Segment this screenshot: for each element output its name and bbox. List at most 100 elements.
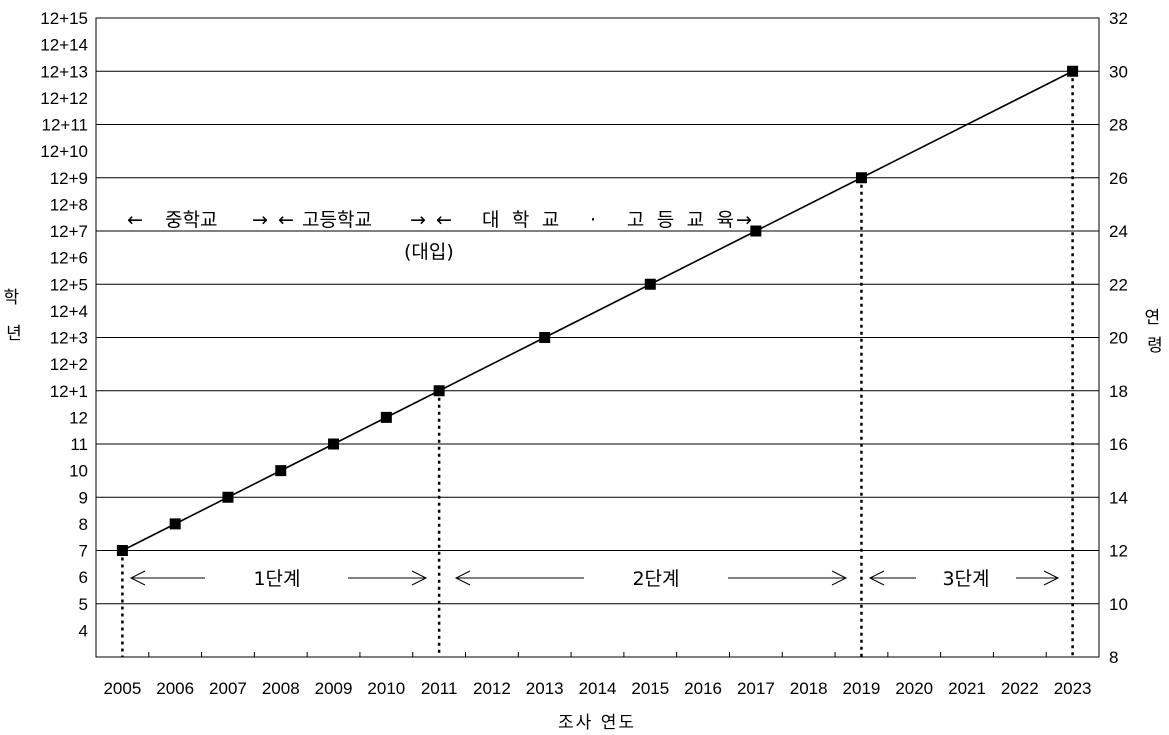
left-tick-label-9: 12+1 [50, 382, 88, 401]
stage-1-label: 1단계 [253, 568, 300, 590]
x-tick-label-2014: 2014 [579, 679, 617, 698]
x-tick-label-2007: 2007 [209, 679, 247, 698]
left-tick-label-13: 12+5 [50, 275, 88, 294]
left-tick-label-21: 12+13 [40, 62, 88, 81]
left-tick-label-1: 5 [79, 595, 88, 614]
school-annotation: ← 중학교 → ← 고등학교 → ← 대학교 · 고등교육 → (대입) [127, 209, 752, 263]
left-tick-label-20: 12+12 [40, 89, 88, 108]
stage-3-label: 3단계 [942, 568, 989, 590]
x-tick-label-2005: 2005 [103, 679, 141, 698]
x-tick-label-2023: 2023 [1054, 679, 1092, 698]
series-marker-2013 [539, 332, 551, 343]
stage-3-arrowhead-right [1043, 570, 1060, 586]
label-middle-school: 중학교 [165, 209, 217, 231]
series-marker-2008 [275, 465, 287, 477]
left-tick-label-8: 12 [69, 408, 88, 427]
series-marker-2015 [644, 278, 656, 290]
right-axis-tick-labels: 8 10 12 14 16 18 20 22 24 26 28 30 32 [1109, 9, 1128, 667]
x-tick-label-2013: 2013 [526, 679, 564, 698]
x-tick-label-2017: 2017 [737, 679, 775, 698]
x-tick-label-2022: 2022 [1001, 679, 1039, 698]
right-tick-label-22: 22 [1109, 275, 1128, 294]
label-college: 대학교 · 고등교육 [482, 209, 734, 231]
left-tick-label-11: 12+3 [50, 329, 88, 348]
gridlines [96, 70, 1099, 605]
right-tick-label-32: 32 [1109, 9, 1128, 28]
arrow-college-left: ← [436, 209, 452, 231]
series-marker-2023 [1067, 65, 1079, 77]
stage-2-arrowhead-right [831, 570, 848, 586]
left-tick-label-5: 9 [79, 488, 88, 507]
x-axis-title: 조사 연도 [558, 713, 636, 733]
stage-2-arrowhead-left [454, 570, 471, 586]
label-exam: (대입) [404, 241, 454, 263]
arrow-middle-left: ← [127, 209, 143, 231]
right-axis-title: 연 령 [1144, 308, 1165, 356]
right-tick-label-14: 14 [1109, 488, 1128, 507]
stage-1-arrowhead-left [129, 570, 146, 586]
left-axis-title-line-2: 년 [6, 324, 22, 344]
series-markers [116, 65, 1079, 556]
series-marker-2010 [380, 411, 392, 423]
left-tick-label-22: 12+14 [40, 36, 88, 55]
left-tick-label-23: 12+15 [40, 9, 88, 28]
series-marker-2017 [750, 225, 762, 237]
x-axis-tick-labels: 2005 2006 2007 2008 2009 2010 2011 2012 2013 2014… [103, 679, 1091, 698]
x-tick-label-2012: 2012 [473, 679, 511, 698]
stage-annotations [129, 570, 1060, 586]
left-tick-label-4: 8 [79, 515, 88, 534]
right-tick-label-16: 16 [1109, 435, 1128, 454]
left-tick-label-14: 12+6 [50, 249, 88, 268]
left-tick-label-7: 11 [70, 435, 88, 454]
stage-2-label: 2단계 [632, 568, 679, 590]
arrow-high-left: ← [278, 209, 294, 231]
x-tick-label-2009: 2009 [315, 679, 353, 698]
x-axis-ticks [148, 652, 1047, 657]
right-axis-title-line-1: 연 [1144, 308, 1160, 328]
left-tick-label-3: 7 [79, 542, 88, 561]
right-tick-label-20: 20 [1109, 329, 1128, 348]
arrow-high-right: → [410, 209, 426, 231]
left-tick-label-16: 12+8 [50, 195, 88, 214]
series-marker-2006 [169, 518, 181, 530]
series-marker-2007 [222, 491, 234, 503]
right-tick-label-12: 12 [1109, 542, 1128, 561]
x-tick-label-2019: 2019 [843, 679, 881, 698]
right-tick-label-18: 18 [1109, 382, 1128, 401]
left-tick-label-18: 12+10 [40, 142, 88, 161]
label-high-school: 고등학교 [302, 209, 372, 231]
left-tick-label-6: 10 [69, 462, 88, 481]
left-tick-label-2: 6 [79, 568, 88, 587]
series-line [122, 70, 1073, 552]
x-tick-label-2020: 2020 [895, 679, 933, 698]
left-tick-label-15: 12+7 [50, 222, 88, 241]
x-tick-label-2021: 2021 [948, 679, 986, 698]
x-tick-label-2010: 2010 [367, 679, 405, 698]
left-tick-label-19: 12+11 [42, 116, 88, 135]
x-tick-label-2006: 2006 [156, 679, 194, 698]
x-tick-label-2016: 2016 [684, 679, 722, 698]
left-tick-label-0: 4 [79, 621, 88, 640]
series-marker-2009 [328, 438, 340, 450]
series-marker-2019 [855, 172, 867, 184]
right-tick-label-30: 30 [1109, 62, 1128, 81]
x-tick-label-2008: 2008 [262, 679, 300, 698]
arrow-college-right: → [736, 209, 752, 231]
x-tick-label-2015: 2015 [631, 679, 669, 698]
right-tick-label-8: 8 [1109, 648, 1118, 667]
right-tick-label-28: 28 [1109, 116, 1128, 135]
right-axis-title-line-2: 령 [1147, 336, 1163, 356]
right-tick-label-24: 24 [1109, 222, 1128, 241]
x-tick-label-2018: 2018 [790, 679, 828, 698]
left-tick-label-10: 12+2 [50, 355, 88, 374]
plot-frame [95, 17, 1100, 658]
left-axis-title-line-1: 학 [3, 288, 19, 308]
drop-lines [121, 71, 1074, 657]
left-axis-tick-labels: 4 5 6 7 8 9 10 11 12 12+1 12+2 12+3 12+4 12+5 12+6 12+7… [40, 9, 88, 640]
series-marker-2011 [433, 385, 445, 397]
series-marker-2005 [116, 545, 128, 556]
left-axis-title: 학 년 [3, 288, 24, 344]
stage-1-arrowhead-right [411, 570, 428, 586]
left-tick-label-17: 12+9 [50, 169, 88, 188]
